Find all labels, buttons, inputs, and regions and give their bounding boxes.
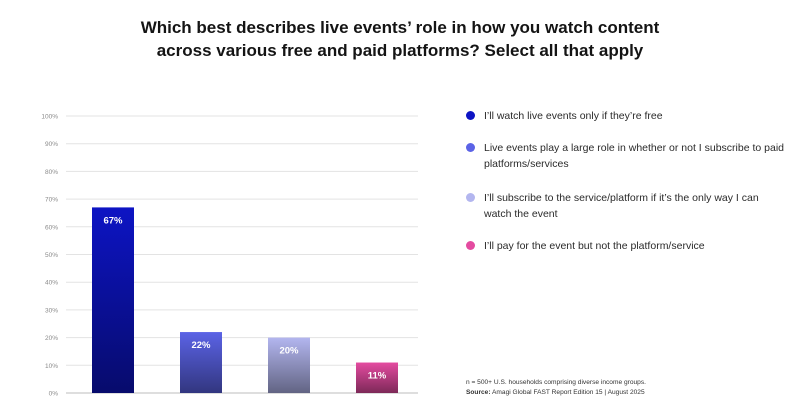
footnote-source-label: Source:: [466, 389, 491, 396]
footnote-source-text: Amagi Global FAST Report Edition 15 | Au…: [490, 389, 645, 396]
legend-label-3: I’ll subscribe to the service/platform i…: [484, 192, 759, 220]
y-tick-label: 40%: [45, 280, 58, 287]
bar-1: [92, 207, 134, 393]
legend-item-4: I’ll pay for the event but not the platf…: [466, 238, 784, 254]
y-tick-label: 30%: [45, 307, 58, 314]
y-tick-label: 70%: [45, 197, 58, 204]
bar-value-label-2: 22%: [191, 340, 211, 351]
chart-bars: [92, 207, 398, 393]
legend-item-1: I’ll watch live events only if they’re f…: [466, 108, 784, 124]
bar-value-labels: 67% 22% 20% 11%: [103, 215, 386, 381]
legend-marker-2: [466, 143, 475, 152]
legend-marker-3: [466, 193, 475, 202]
legend-label-4: I’ll pay for the event but not the platf…: [484, 240, 705, 252]
legend-marker-4: [466, 241, 475, 250]
y-tick-label: 0%: [49, 391, 59, 398]
chart-title-line-2: across various free and paid platforms? …: [156, 41, 644, 60]
legend-label-1: I’ll watch live events only if they’re f…: [484, 110, 663, 122]
bar-2: [180, 332, 222, 393]
bar-value-label-3: 20%: [279, 346, 299, 357]
bar-value-label-4: 11%: [368, 371, 387, 382]
y-tick-label: 80%: [45, 169, 58, 176]
chart-title-line-1: Which best describes live events’ role i…: [140, 18, 660, 37]
legend-item-3: I’ll subscribe to the service/platform i…: [466, 190, 784, 222]
y-tick-label: 50%: [45, 252, 58, 259]
y-axis-ticks: 0% 10% 20% 30% 40% 50% 60% 70% 80% 90% 100%: [41, 114, 58, 398]
chart-title: Which best describes live events’ role i…: [0, 16, 800, 62]
legend-label-2: Live events play a large role in whether…: [484, 142, 785, 170]
y-tick-label: 10%: [45, 363, 58, 370]
legend-item-2: Live events play a large role in whether…: [466, 140, 784, 172]
bar-value-label-1: 67%: [103, 215, 123, 226]
footnote-sample: n = 500+ U.S. households comprising dive…: [466, 379, 646, 386]
y-tick-label: 20%: [45, 335, 58, 342]
legend-marker-1: [466, 111, 475, 120]
bar-3: [268, 337, 310, 393]
footnote-source: Source: Amagi Global FAST Report Edition…: [466, 388, 646, 398]
footnote: n = 500+ U.S. households comprising dive…: [466, 378, 646, 398]
y-tick-label: 60%: [45, 224, 58, 231]
y-tick-label: 90%: [45, 141, 58, 148]
bar-4: [356, 362, 398, 393]
y-tick-label: 100%: [41, 114, 58, 121]
